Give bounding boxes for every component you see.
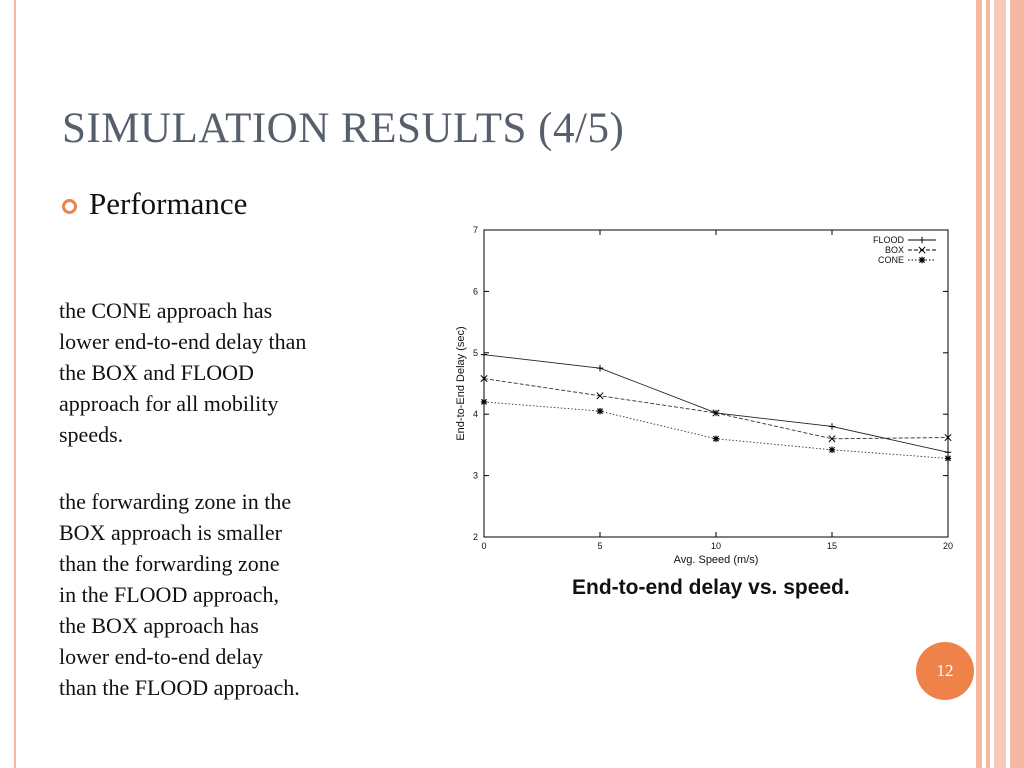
- x-tick-label: 10: [711, 541, 721, 551]
- data-point-flood: [828, 423, 836, 430]
- data-point-flood: [944, 449, 952, 456]
- y-tick-label: 7: [473, 225, 478, 235]
- y-tick-label: 6: [473, 286, 478, 296]
- paragraph-cone: the CONE approach has lower end-to-end d…: [59, 298, 307, 447]
- stripe: [994, 0, 1006, 768]
- plot-frame: [483, 229, 949, 538]
- data-point-box: [712, 409, 720, 417]
- series-line-box: [483, 378, 949, 440]
- left-border-line: [14, 0, 16, 768]
- slide-title: SIMULATION RESULTS (4/5): [62, 105, 625, 152]
- data-point-flood: [596, 364, 604, 372]
- chart-caption: End-to-end delay vs. speed.: [572, 576, 850, 599]
- data-point-cone: [480, 398, 488, 406]
- data-point-box: [596, 392, 604, 400]
- y-tick-label: 3: [473, 471, 478, 481]
- paragraph-box: the forwarding zone in the BOX approach …: [59, 489, 300, 700]
- bullet-label: Performance: [89, 186, 248, 221]
- y-axis-label: End-to-End Delay (sec): [455, 326, 467, 440]
- legend-marker-cone: [918, 256, 926, 264]
- data-point-cone: [828, 446, 836, 454]
- data-point-cone: [944, 455, 952, 462]
- data-point-box: [944, 433, 952, 442]
- stripe: [1010, 0, 1024, 768]
- legend-label-box: BOX: [885, 245, 904, 255]
- right-decorative-stripes: [976, 0, 1024, 768]
- x-tick-label: 0: [481, 541, 486, 551]
- page-number-badge: 12: [916, 642, 974, 700]
- legend-marker-flood: [918, 236, 926, 244]
- stripe: [986, 0, 990, 768]
- ring-bullet-icon: [62, 198, 77, 214]
- x-tick-label: 15: [827, 541, 837, 551]
- legend-label-flood: FLOOD: [873, 235, 905, 245]
- data-point-cone: [596, 407, 604, 415]
- y-tick-label: 4: [473, 409, 478, 419]
- bullet-item: Performance: [62, 186, 247, 222]
- x-tick-label: 20: [943, 541, 953, 551]
- x-tick-label: 5: [597, 541, 602, 551]
- delay-vs-speed-chart: 2 3 4 5 6 7 0 5 10 15 20 Avg. Speed (m/s) End-to-End…: [455, 225, 953, 566]
- data-point-box: [828, 435, 836, 443]
- legend-label-cone: CONE: [878, 255, 904, 265]
- data-point-cone: [712, 435, 720, 442]
- x-axis-label: Avg. Speed (m/s): [674, 554, 759, 566]
- legend-marker-box: [918, 246, 926, 254]
- y-tick-label: 5: [473, 348, 478, 358]
- data-point-box: [480, 375, 488, 383]
- stripe: [976, 0, 982, 768]
- chart-container: 2 3 4 5 6 7 0 5 10 15 20 Avg. Speed (m/s) End-to-End…: [446, 218, 960, 568]
- data-point-flood: [480, 351, 488, 358]
- y-tick-label: 2: [473, 532, 478, 542]
